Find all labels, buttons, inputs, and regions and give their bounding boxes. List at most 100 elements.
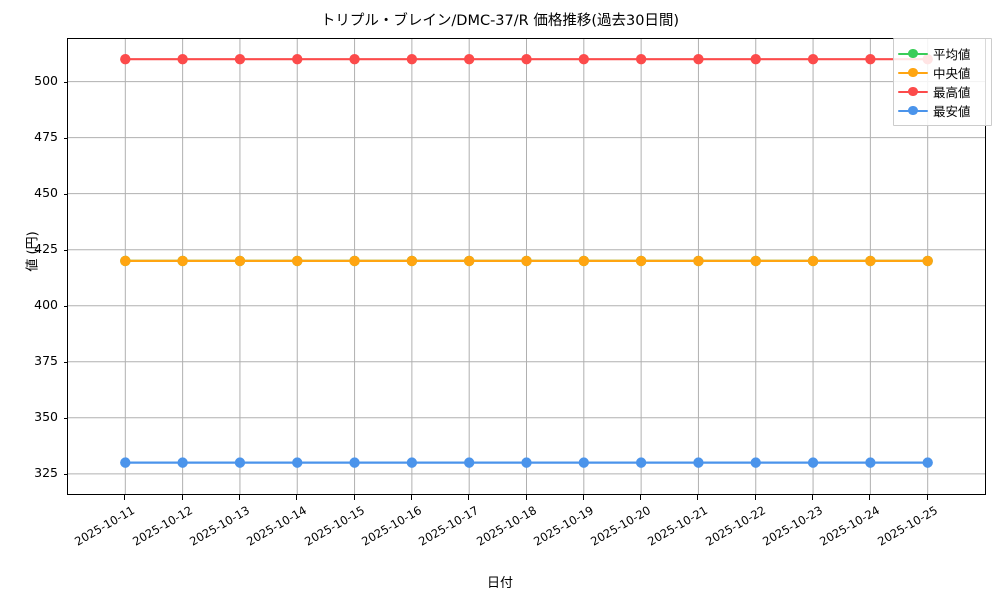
- y-tick-mark: [63, 81, 68, 83]
- x-tick-label: 2025-10-24: [817, 503, 883, 549]
- series-marker: [463, 255, 475, 267]
- series-marker: [922, 255, 933, 267]
- series-marker: [578, 457, 590, 468]
- series-marker: [807, 53, 819, 65]
- series-marker: [406, 457, 418, 468]
- series-marker: [578, 255, 590, 267]
- y-tick-label: 425: [34, 240, 58, 256]
- x-tick-mark: [525, 495, 527, 500]
- y-tick-label: 350: [34, 408, 58, 424]
- series-marker: [750, 255, 761, 267]
- chart-legend: 平均値 中央値最高値最安値: [893, 38, 992, 126]
- y-tick-mark: [63, 193, 68, 195]
- legend-item[interactable]: 最高値: [898, 82, 986, 101]
- series-marker: [521, 457, 532, 468]
- x-tick-mark: [181, 495, 183, 500]
- legend-label: 平均値: [933, 47, 971, 62]
- x-axis-label: 日付: [486, 576, 513, 591]
- x-tick-label: 2025-10-12: [129, 503, 195, 549]
- series-marker: [865, 255, 876, 267]
- series-marker: [177, 457, 188, 468]
- legend-item[interactable]: 最安値: [898, 101, 986, 120]
- x-tick-label: 2025-10-25: [874, 503, 940, 549]
- series-marker: [635, 255, 647, 267]
- legend-swatch-icon: [898, 85, 928, 99]
- series-marker: [865, 457, 876, 468]
- y-tick-mark: [63, 473, 68, 475]
- series-marker: [807, 457, 819, 468]
- legend-swatch-icon: [898, 66, 928, 80]
- series-marker: [349, 53, 360, 65]
- series-marker: [234, 457, 246, 468]
- x-tick-label: 2025-10-19: [530, 503, 596, 549]
- x-tick-label: 2025-10-21: [645, 503, 711, 549]
- series-marker: [463, 457, 475, 468]
- y-tick-label: 375: [34, 352, 58, 368]
- legend-swatch-icon: [898, 47, 928, 61]
- x-tick-mark: [697, 495, 699, 500]
- chart-title: トリプル・ブレイン/DMC-37/R 価格推移(過去30日間): [320, 13, 680, 29]
- series-marker: [177, 255, 188, 267]
- legend-swatch-icon: [898, 104, 928, 118]
- series-marker: [635, 53, 647, 65]
- x-tick-mark: [353, 495, 355, 500]
- series-marker: [120, 457, 131, 468]
- x-tick-mark: [754, 495, 756, 500]
- x-tick-label: 2025-10-17: [416, 503, 482, 549]
- series-marker: [349, 255, 360, 267]
- legend-item[interactable]: 中央値: [898, 63, 986, 82]
- series-marker: [521, 255, 532, 267]
- y-tick-mark: [63, 305, 68, 307]
- series-marker: [406, 255, 418, 267]
- series-marker: [693, 255, 704, 267]
- series-marker: [578, 53, 590, 65]
- x-tick-mark: [238, 495, 240, 500]
- legend-label: 最安値: [933, 104, 971, 119]
- legend-label: 最高値: [933, 85, 971, 100]
- x-tick-mark: [926, 495, 928, 500]
- series-marker: [177, 53, 188, 65]
- series-marker: [234, 255, 246, 267]
- series-marker: [234, 53, 246, 65]
- series-marker: [693, 457, 704, 468]
- series-marker: [635, 457, 647, 468]
- y-tick-label: 400: [34, 296, 58, 312]
- y-tick-label: 450: [34, 184, 58, 200]
- series-marker: [292, 255, 303, 267]
- y-tick-mark: [63, 249, 68, 251]
- x-tick-label: 2025-10-18: [473, 503, 539, 549]
- x-tick-label: 2025-10-22: [702, 503, 768, 549]
- x-tick-mark: [582, 495, 584, 500]
- series-marker: [292, 53, 303, 65]
- series-marker: [463, 53, 475, 65]
- legend-item[interactable]: 平均値: [898, 44, 986, 63]
- series-marker: [120, 53, 131, 65]
- y-tick-mark: [63, 361, 68, 363]
- x-tick-label: 2025-10-15: [301, 503, 367, 549]
- series-marker: [120, 255, 131, 267]
- x-tick-mark: [812, 495, 814, 500]
- series-marker: [521, 53, 532, 65]
- x-tick-mark: [640, 495, 642, 500]
- series-marker: [292, 457, 303, 468]
- x-tick-mark: [410, 495, 412, 500]
- series-marker: [349, 457, 360, 468]
- grid-lines: [68, 39, 985, 494]
- x-tick-mark: [124, 495, 126, 500]
- series-marker: [807, 255, 819, 267]
- y-tick-label: 500: [34, 72, 58, 88]
- series-marker: [750, 457, 761, 468]
- x-tick-label: 2025-10-11: [72, 503, 138, 549]
- y-tick-label: 475: [34, 128, 58, 144]
- series-marker: [750, 53, 761, 65]
- series-marker: [922, 457, 933, 468]
- y-tick-mark: [63, 417, 68, 419]
- y-tick-label: 325: [34, 464, 58, 480]
- plot-area: [63, 38, 986, 495]
- x-tick-mark: [296, 495, 298, 500]
- x-tick-label: 2025-10-14: [244, 503, 310, 549]
- data-series-layer: [120, 53, 933, 468]
- series-marker: [865, 53, 876, 65]
- x-tick-mark: [468, 495, 470, 500]
